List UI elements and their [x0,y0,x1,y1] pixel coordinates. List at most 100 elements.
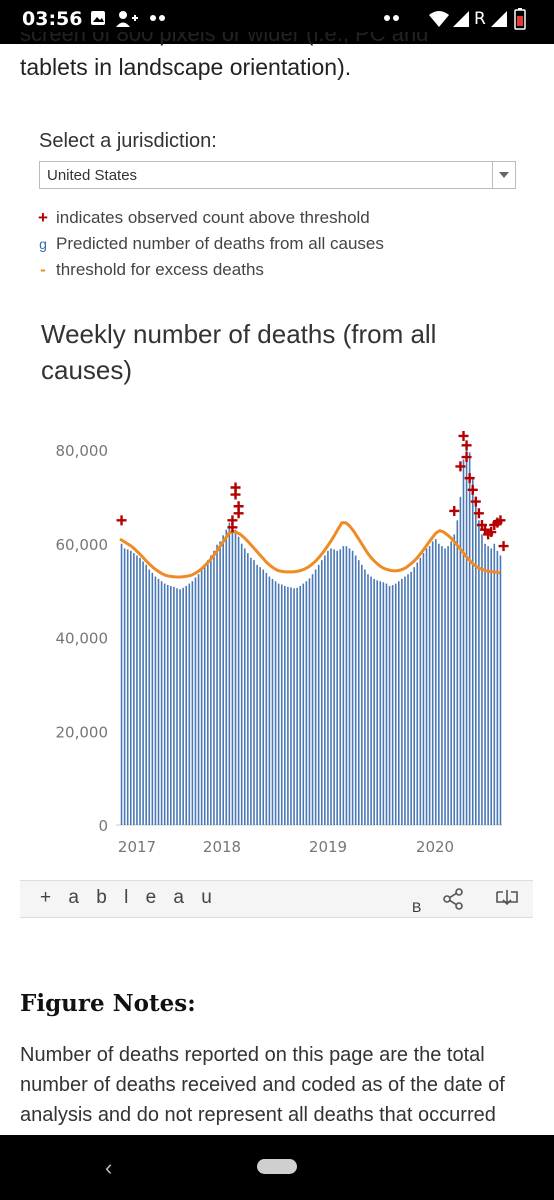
bar [345,546,348,825]
y-tick-label: 80,000 [56,442,109,460]
bar [133,553,135,825]
bar [284,585,286,825]
bar [465,450,468,825]
bar [438,543,440,825]
dots-icon [384,14,400,22]
bar [434,539,437,825]
bar [280,584,283,825]
bar [203,564,206,825]
chart-title: Weekly number of deaths (from all causes… [41,319,437,385]
bar [170,585,172,825]
bar [413,567,416,825]
status-time: 03:56 [22,8,83,30]
bar [120,543,123,825]
home-pill-icon[interactable] [257,1159,297,1174]
bar-marker-icon: g [39,236,47,252]
excess-marker [461,440,472,451]
excess-marker [227,515,238,526]
jurisdiction-value: United States [47,167,138,184]
bar [459,496,462,825]
wifi-icon [428,10,450,28]
download-icon[interactable] [495,888,519,915]
excess-marker [233,508,244,519]
bar [450,541,452,825]
bar [388,585,391,825]
excess-marker [495,515,506,526]
bar [240,543,243,825]
bar [373,578,375,825]
bar [364,569,366,825]
bar [182,587,184,825]
bar [148,569,151,825]
line-marker-icon: - [40,260,46,279]
bar [262,569,265,825]
roaming-label: R [474,9,486,29]
excess-marker [116,515,127,526]
bar [428,546,431,825]
bar [139,557,141,825]
bar [129,550,132,825]
bar [410,571,412,825]
figure-notes-title: Figure Notes: [20,990,196,1017]
bar [243,548,246,825]
bar [453,534,456,825]
jurisdiction-select[interactable]: United States [39,161,516,189]
excess-marker [470,496,481,507]
bar [379,581,382,825]
x-tick-label: 2018 [203,838,241,856]
chevron-down-icon[interactable] [492,162,515,188]
excess-marker [486,527,497,538]
bar [179,589,181,825]
bar [330,548,332,825]
bar [290,587,292,825]
bar [419,557,422,825]
status-bar: 03:56 R [0,0,554,44]
bar [287,586,289,825]
bar [484,543,486,825]
bar [327,550,329,825]
excess-marker [498,541,509,552]
bar [441,546,443,825]
signal-icon [452,10,470,28]
x-tick-label: 2020 [416,838,454,856]
bar [145,564,147,825]
back-icon[interactable]: ‹ [105,1155,113,1180]
bar [471,478,474,825]
bar [478,520,480,825]
bar [160,581,163,825]
bar [163,583,166,825]
bar [222,535,225,825]
bar [407,574,409,825]
bar [157,578,160,825]
excess-marker [458,430,469,441]
bar [191,581,194,825]
bar [499,555,502,825]
bar [481,534,483,825]
bar [354,555,357,825]
bar [151,572,154,825]
bar [487,546,489,825]
bar [126,549,129,825]
excess-marker [467,484,478,495]
bar [265,572,268,825]
bar [225,529,228,825]
share-icon[interactable] [442,888,464,915]
image-notification-icon [90,10,106,26]
bar [385,583,388,825]
bar [247,553,249,825]
bar [253,560,255,825]
bar [259,567,261,825]
bar [416,562,419,825]
tableau-logo[interactable]: + a b l e a u [40,887,218,908]
bar [250,557,252,825]
bar [219,541,221,825]
figure-notes-body: Number of deaths reported on this page a… [20,1044,505,1126]
bar [194,577,197,825]
excess-marker [230,489,241,500]
bar [314,569,317,825]
toolbar-extra-label: B [412,899,422,915]
deaths-chart: 80,000 60,000 40,000 20,000 0 2017 2018 2019 202… [56,430,509,856]
bar [302,583,305,825]
navigation-bar: ‹ [0,1135,554,1200]
bar [206,560,209,825]
